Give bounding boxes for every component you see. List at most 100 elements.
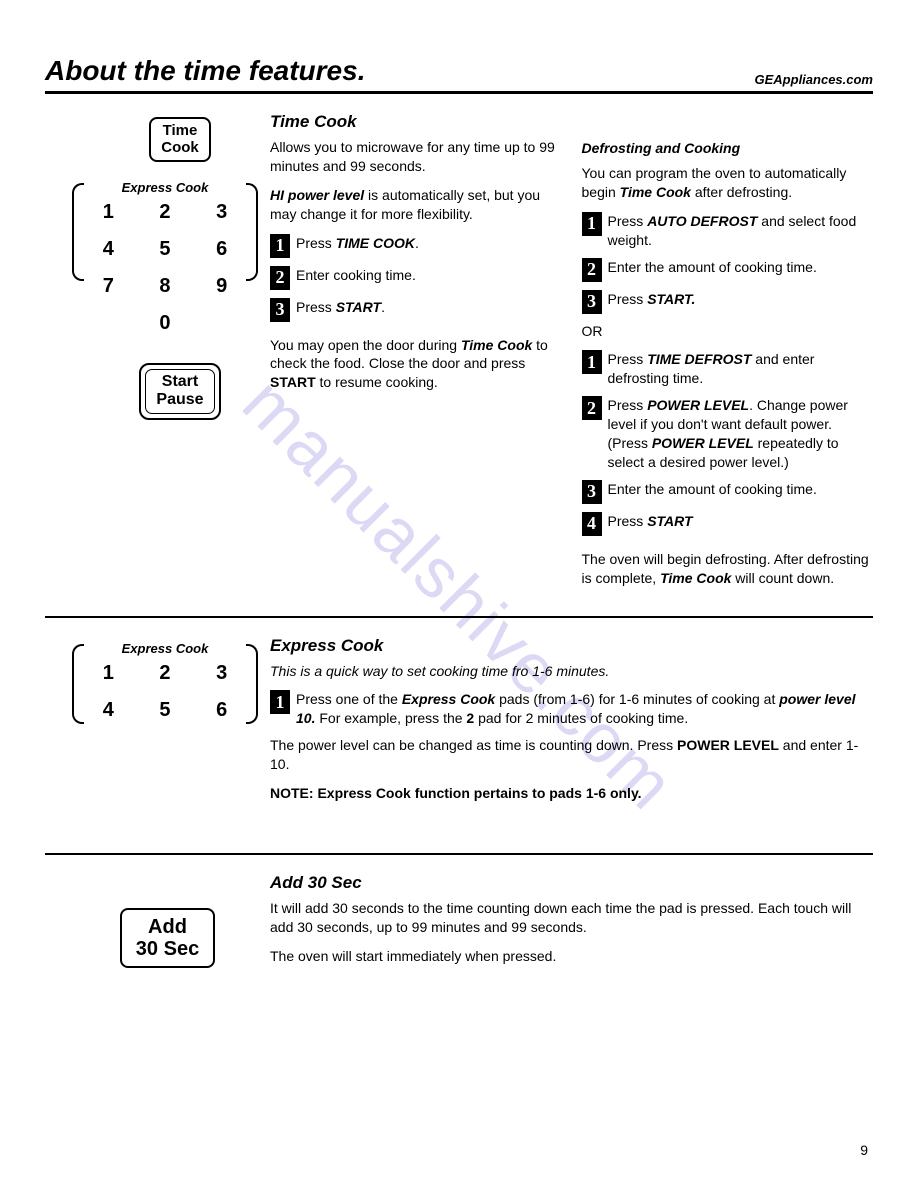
tc-p3a: You may open the door during	[270, 337, 461, 353]
divider-1	[45, 616, 873, 618]
illustration-add30: Add 30 Sec	[45, 873, 270, 976]
df-step-2: 2 Enter the amount of cooking time.	[582, 258, 874, 282]
add30-button: Add 30 Sec	[120, 908, 215, 968]
time-cook-p2: HI power level is automatically set, but…	[270, 186, 562, 224]
df-p1c: after defrosting.	[691, 184, 792, 200]
df-num-2: 2	[582, 258, 602, 282]
time-cook-heading: Time Cook	[270, 112, 562, 132]
df-num-1: 1	[582, 212, 602, 236]
brand-link: GEAppliances.com	[755, 72, 873, 87]
dft-num-1: 1	[582, 350, 602, 374]
keypad-label: Express Cook	[80, 180, 250, 195]
key-0: 0	[137, 312, 194, 335]
df-s1a: Press	[608, 213, 648, 229]
dft2a: Press	[608, 397, 648, 413]
hi-power: HI power level	[270, 187, 364, 203]
dft3: Enter the amount of cooking time.	[608, 480, 874, 499]
add30-l2: 30 Sec	[136, 938, 199, 960]
tc-s3c: .	[381, 299, 385, 315]
ex-p2a: The power level can be changed as time i…	[270, 737, 677, 753]
tc-s1a: Press	[296, 235, 336, 251]
tc-s3a: Press	[296, 299, 336, 315]
add30-l1: Add	[148, 916, 187, 938]
add30-p1: It will add 30 seconds to the time count…	[270, 899, 873, 937]
df-s1b: AUTO DEFROST	[647, 213, 757, 229]
tc-s3b: START	[336, 299, 381, 315]
express-intro: This is a quick way to set cooking time …	[270, 662, 873, 681]
dft-num-2: 2	[582, 396, 602, 420]
dft1b: TIME DEFROST	[647, 351, 751, 367]
bracket-left-icon	[72, 183, 84, 281]
divider-2	[45, 853, 873, 855]
tc-p3: You may open the door during Time Cook t…	[270, 336, 562, 393]
express-heading: Express Cook	[270, 636, 873, 656]
time-cook-p1: Allows you to microwave for any time up …	[270, 138, 562, 176]
express-note: NOTE: Express Cook function pertains to …	[270, 784, 873, 803]
key-5: 5	[137, 238, 194, 261]
tc-p3d: START	[270, 374, 316, 390]
dft-step-2: 2 Press POWER LEVEL. Change power level …	[582, 396, 874, 472]
k2-4: 4	[80, 699, 137, 722]
df-s3a: Press	[608, 291, 648, 307]
btn-start-l2: Pause	[156, 391, 203, 408]
df-step-1: 1 Press AUTO DEFROST and select food wei…	[582, 212, 874, 250]
tc-s2: Enter cooking time.	[296, 266, 562, 285]
add30-heading: Add 30 Sec	[270, 873, 873, 893]
key-4: 4	[80, 238, 137, 261]
dft-num-3: 3	[582, 480, 602, 504]
df-p2b: Time Cook	[660, 570, 731, 586]
dft4b: START	[647, 513, 692, 529]
illustration-keypad-6: Express Cook 1 2 3 4 5 6	[45, 636, 270, 813]
dft2b: POWER LEVEL	[647, 397, 749, 413]
ex-s1b: Express Cook	[402, 691, 495, 707]
section-express-cook: Express Cook 1 2 3 4 5 6 Express Cook Th…	[45, 636, 873, 813]
key-2: 2	[137, 201, 194, 224]
tc-step-3: 3 Press START.	[270, 298, 562, 322]
ex-step-1: 1 Press one of the Express Cook pads (fr…	[270, 690, 873, 728]
section-add30: Add 30 Sec Add 30 Sec It will add 30 sec…	[45, 873, 873, 976]
tc-p3b: Time Cook	[461, 337, 532, 353]
dft1a: Press	[608, 351, 648, 367]
tc-p3e: to resume cooking.	[316, 374, 438, 390]
step-num-1: 1	[270, 234, 290, 258]
add30-p2: The oven will start immediately when pre…	[270, 947, 873, 966]
df-step-3: 3 Press START.	[582, 290, 874, 314]
k2-3: 3	[193, 662, 250, 685]
bracket2-right-icon	[246, 644, 258, 724]
k2-6: 6	[193, 699, 250, 722]
k2-5: 5	[137, 699, 194, 722]
tc-s1c: .	[415, 235, 419, 251]
dft4a: Press	[608, 513, 648, 529]
ex-s1g: pad for 2 minutes of cooking time.	[474, 710, 688, 726]
ex-p2b: POWER LEVEL	[677, 737, 779, 753]
btn-start-l1: Start	[162, 373, 198, 390]
section-time-cook: Time Cook Express Cook 1 2 3 4 5 6 7 8 9	[45, 112, 873, 598]
step-num-2: 2	[270, 266, 290, 290]
df-s3b: START.	[647, 291, 695, 307]
page-header: About the time features. GEAppliances.co…	[45, 55, 873, 94]
dft-step-3: 3 Enter the amount of cooking time.	[582, 480, 874, 504]
ex-s1c: pads (from 1-6) for 1-6 minutes of cooki…	[495, 691, 779, 707]
key-blank1	[80, 312, 137, 335]
key-9: 9	[193, 275, 250, 298]
df-p2c: will count down.	[731, 570, 834, 586]
btn-time-cook-l2: Cook	[161, 139, 199, 156]
defrost-or: OR	[582, 322, 874, 341]
ex-num-1: 1	[270, 690, 290, 714]
time-cook-column: Time Cook Allows you to microwave for an…	[270, 112, 562, 598]
time-cook-button: Time Cook	[149, 117, 211, 162]
tc-step-2: 2 Enter cooking time.	[270, 266, 562, 290]
btn-time-cook-l1: Time	[163, 122, 198, 139]
start-pause-button: Start Pause	[139, 363, 220, 420]
defrost-p1: You can program the oven to automaticall…	[582, 164, 874, 202]
express-p2: The power level can be changed as time i…	[270, 736, 873, 774]
bracket-right-icon	[246, 183, 258, 281]
defrost-p2: The oven will begin defrosting. After de…	[582, 550, 874, 588]
dft-step-1: 1 Press TIME DEFROST and enter defrostin…	[582, 350, 874, 388]
k2-1: 1	[80, 662, 137, 685]
bracket2-left-icon	[72, 644, 84, 724]
step-num-3: 3	[270, 298, 290, 322]
key-6: 6	[193, 238, 250, 261]
defrost-column: Defrosting and Cooking You can program t…	[582, 112, 874, 598]
key-7: 7	[80, 275, 137, 298]
